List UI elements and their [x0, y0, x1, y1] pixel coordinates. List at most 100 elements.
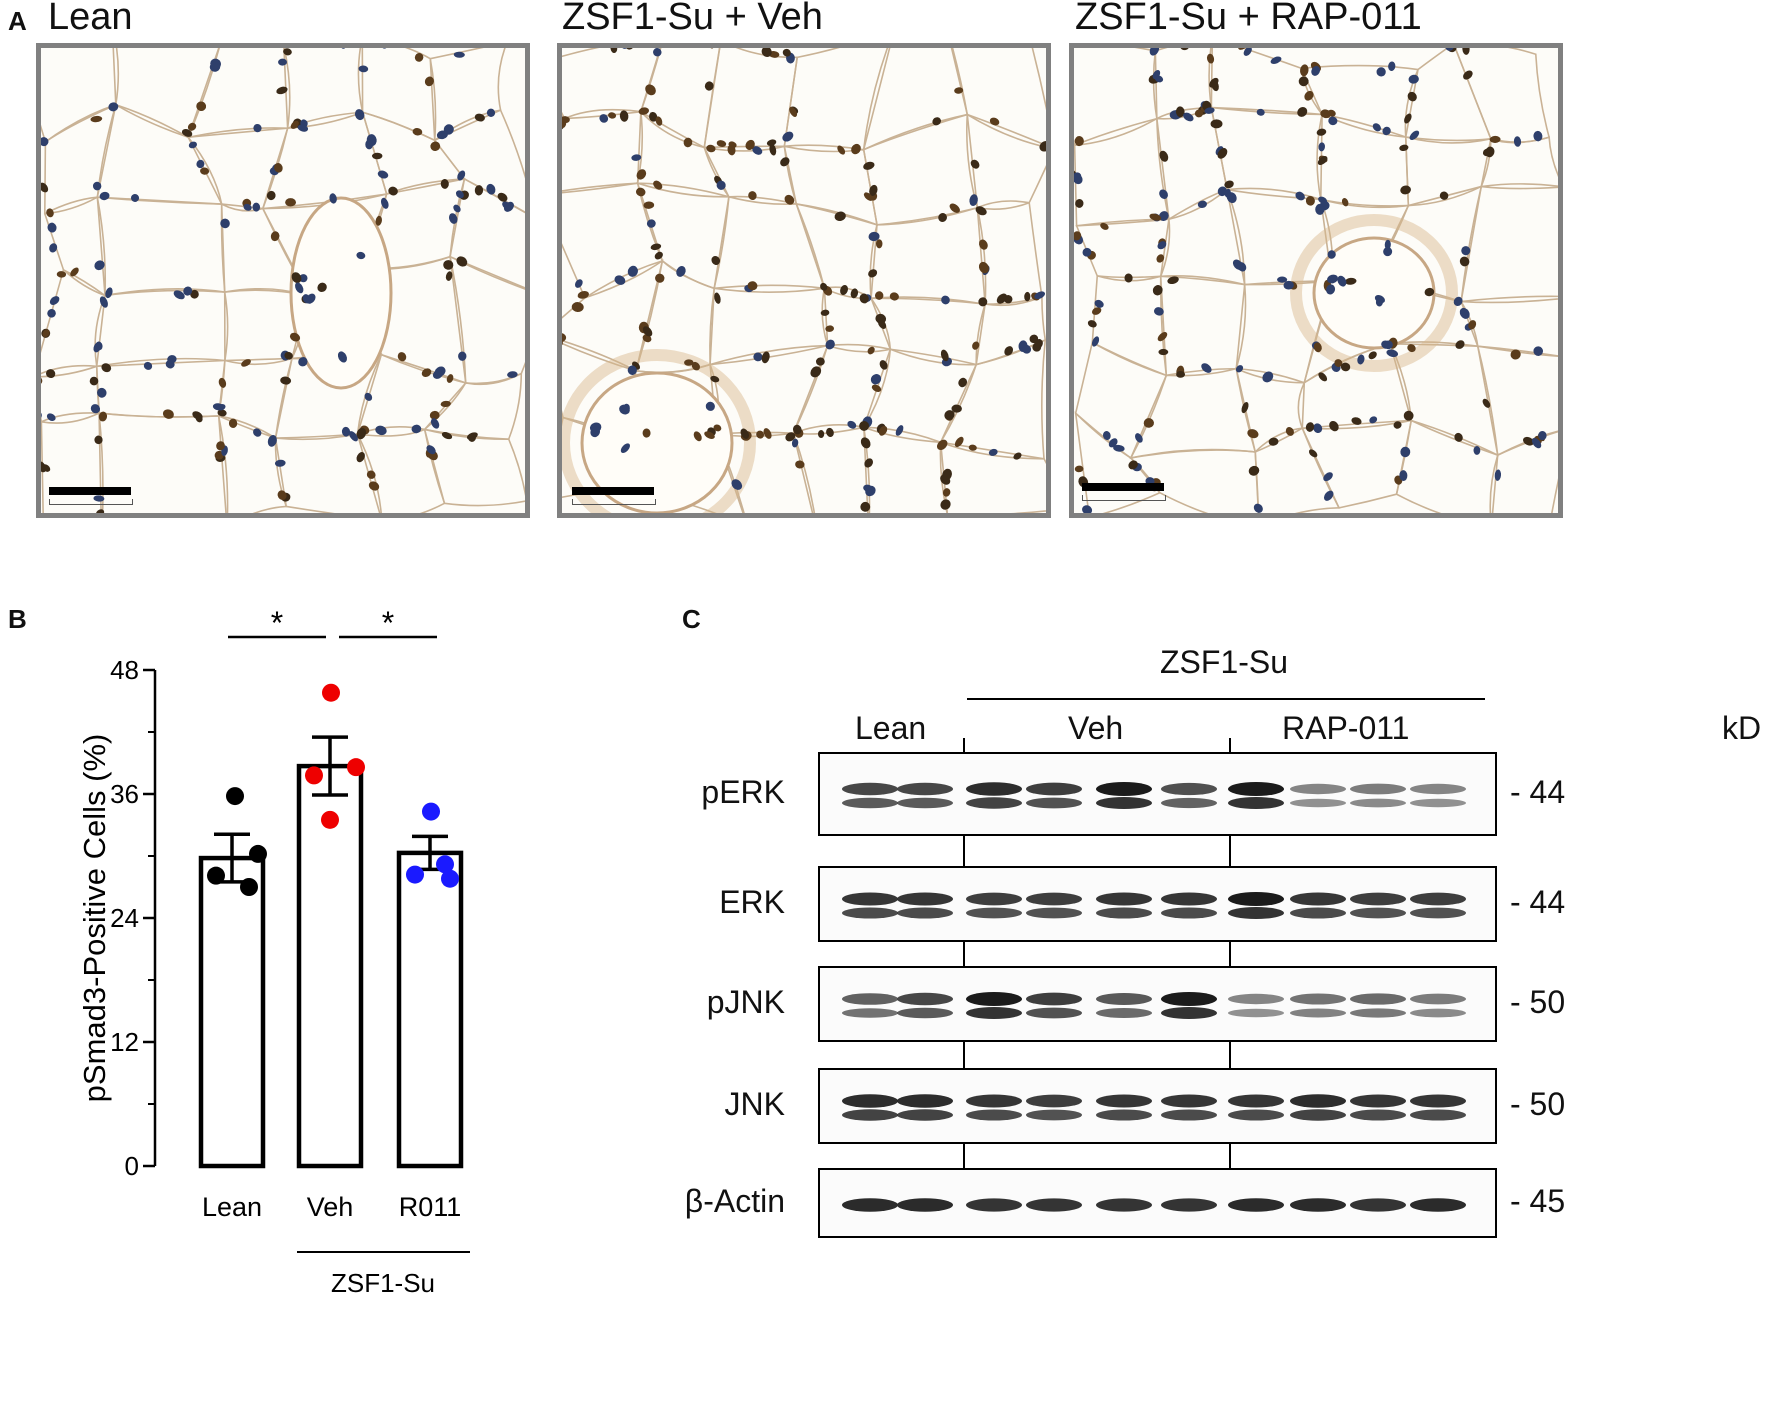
tissue-texture [1074, 48, 1558, 513]
band [1228, 1198, 1284, 1212]
band-upper [1228, 1094, 1284, 1108]
band-lower [1161, 907, 1217, 919]
y-tick-label: 24 [110, 903, 139, 933]
lane-divider [963, 942, 965, 966]
band-lower [897, 1007, 953, 1019]
scale-bar [572, 487, 654, 495]
micrograph-lean [36, 43, 530, 518]
band-upper [842, 892, 898, 906]
band-upper [1350, 892, 1406, 906]
band-lower [1026, 1109, 1082, 1121]
band-lower [966, 1007, 1022, 1019]
band [1410, 1198, 1466, 1212]
y-tick-label: 12 [110, 1027, 139, 1057]
band-lower [1161, 1109, 1217, 1121]
x-tick-label-veh: Veh [307, 1192, 354, 1222]
bar-veh [296, 763, 364, 1169]
band-upper [1350, 1094, 1406, 1108]
band-upper [1161, 992, 1217, 1006]
lane-label-rap-011: RAP-011 [1282, 710, 1410, 746]
band-upper [1026, 782, 1082, 796]
band-upper [966, 992, 1022, 1006]
blot-label: JNK [724, 1086, 785, 1122]
band-lower [1350, 1109, 1406, 1121]
blot-bands [842, 1094, 1466, 1121]
band-lower [1290, 1109, 1346, 1121]
band-lower [1350, 798, 1406, 808]
bar-lean [198, 855, 266, 1169]
band-lower [1096, 907, 1152, 919]
band-upper [897, 1094, 953, 1108]
blot-kd-marker: - 50 [1510, 1086, 1566, 1122]
data-point-lean [240, 878, 258, 896]
bar-chart: 0 12 24 36 48 pSmad3-Positive Cells (%) Lean V… [77, 605, 470, 1298]
band-lower [1228, 1008, 1284, 1018]
panel-a2-title: ZSF1-Su + Veh [562, 0, 823, 38]
band-upper [1290, 783, 1346, 795]
panel-b-label: B [8, 604, 27, 634]
band-lower [966, 797, 1022, 809]
band-upper [842, 782, 898, 796]
data-point-veh [321, 810, 339, 829]
data-point-lean [226, 787, 244, 806]
band [966, 1198, 1022, 1212]
data-point-r011 [441, 869, 459, 888]
y-axis-label: pSmad3-Positive Cells (%) [77, 734, 112, 1103]
lane-divider [1229, 942, 1231, 966]
blot-erk [818, 866, 1497, 942]
lane-divider [963, 836, 965, 866]
band-upper [1161, 1094, 1217, 1108]
y-tick-label: 36 [110, 779, 139, 809]
micrograph-zsf1-su-veh [557, 43, 1051, 518]
band-lower [1161, 797, 1217, 809]
scale-ruler [49, 499, 133, 505]
blot-label: pJNK [706, 984, 785, 1020]
x-tick-label-r011: R011 [399, 1192, 462, 1222]
band [1096, 1198, 1152, 1212]
band-lower [842, 1008, 898, 1018]
blot-pjnk [818, 966, 1497, 1042]
blot-kd-marker: - 45 [1510, 1183, 1566, 1219]
band-lower [966, 1109, 1022, 1121]
band-lower [1026, 907, 1082, 919]
data-point-r011 [406, 865, 424, 884]
lane-divider [1229, 1144, 1231, 1168]
band [1161, 1198, 1217, 1212]
x-tick-label-lean: Lean [202, 1192, 262, 1222]
lane-divider [963, 1042, 965, 1068]
lane-divider [1229, 836, 1231, 866]
data-point-veh [305, 766, 323, 785]
band-upper [897, 892, 953, 906]
band-lower [1410, 907, 1466, 919]
band-lower [897, 797, 953, 809]
band-upper [1026, 992, 1082, 1006]
band [1350, 1198, 1406, 1212]
band-lower [1410, 1008, 1466, 1018]
blot-perk [818, 752, 1497, 836]
blot--actin [818, 1168, 1497, 1238]
band-upper [966, 1094, 1022, 1108]
lane-label-veh: Veh [1068, 710, 1124, 746]
blot-kd-marker: - 44 [1510, 884, 1566, 920]
y-tick-label: 48 [110, 655, 139, 685]
group-label: ZSF1-Su [331, 1268, 435, 1298]
blot-bands [842, 892, 1466, 919]
band-upper [897, 992, 953, 1006]
band-upper [1228, 782, 1284, 796]
data-point-lean [207, 866, 225, 885]
micrograph-zsf1-su-rap-011 [1069, 43, 1563, 518]
tissue-texture [41, 48, 525, 513]
band-lower [966, 907, 1022, 919]
band-upper [1350, 993, 1406, 1005]
band-lower [1228, 907, 1284, 919]
lane-divider [963, 1144, 965, 1168]
band [842, 1198, 898, 1212]
panel-a-label: A [8, 6, 27, 36]
band-upper [842, 993, 898, 1005]
band-lower [1410, 1109, 1466, 1121]
blot-bands [842, 1198, 1466, 1212]
y-tick-label: 0 [125, 1151, 139, 1181]
blot-kd-marker: - 44 [1510, 774, 1566, 810]
band [897, 1198, 953, 1212]
lane-divider [1229, 738, 1231, 752]
